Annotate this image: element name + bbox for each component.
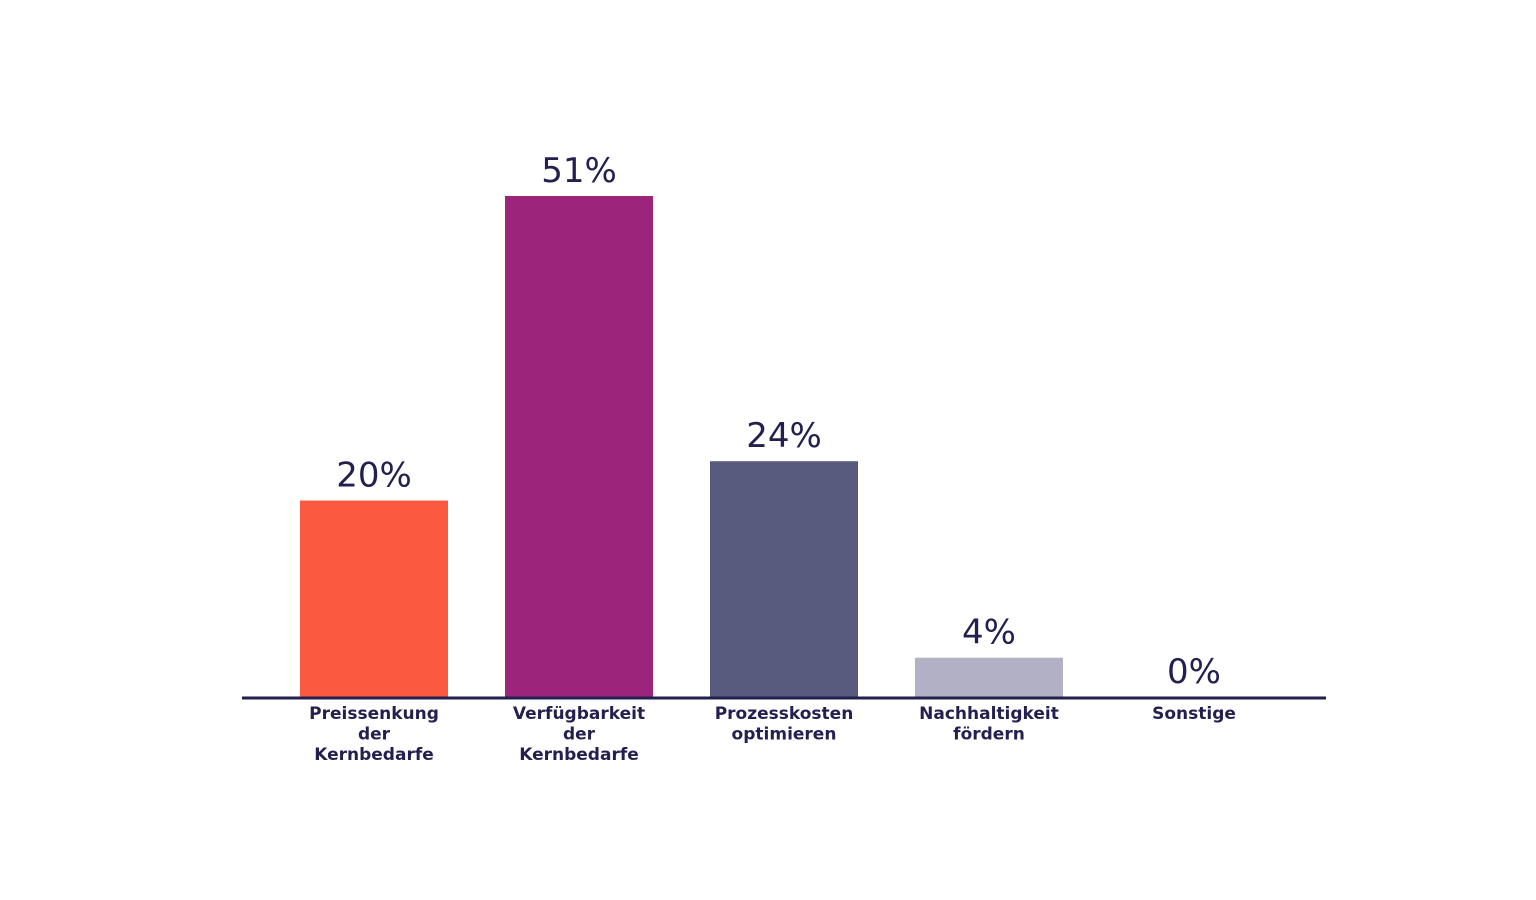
category-label-line: optimieren (732, 725, 837, 745)
category-label-line: der (563, 725, 596, 745)
category-label-line: Sonstige (1152, 704, 1236, 724)
category-label-2: Verfügbarkeit der Kernbedarfe (513, 704, 645, 765)
value-label-5: 0% (1167, 652, 1221, 692)
category-label-line: fördern (953, 725, 1025, 745)
category-label-line: Prozesskosten (715, 704, 854, 724)
category-label-line: der (358, 725, 391, 745)
category-label-line: Kernbedarfe (519, 745, 639, 765)
category-label-line: Verfügbarkeit (513, 704, 645, 724)
bar-4 (915, 657, 1063, 697)
value-label-3: 24% (746, 416, 822, 456)
value-label-2: 51% (541, 151, 617, 191)
category-label-line: Preissenkung (309, 704, 439, 724)
bar-3 (710, 461, 858, 697)
category-label-line: Kernbedarfe (314, 745, 434, 765)
category-label-4: Nachhaltigkeit fördern (919, 704, 1059, 745)
bar-1 (300, 500, 448, 697)
value-label-4: 4% (962, 613, 1016, 653)
category-label-1: Preissenkung der Kernbedarfe (309, 704, 439, 765)
category-label-5: Sonstige (1152, 704, 1236, 724)
value-labels-group: 20% 51% 24% 4% 0% (336, 151, 1221, 692)
category-label-3: Prozesskosten optimieren (715, 704, 854, 745)
value-label-1: 20% (336, 456, 412, 496)
bars-group (300, 196, 1063, 697)
category-label-line: Nachhaltigkeit (919, 704, 1059, 724)
bar-2 (505, 196, 653, 697)
